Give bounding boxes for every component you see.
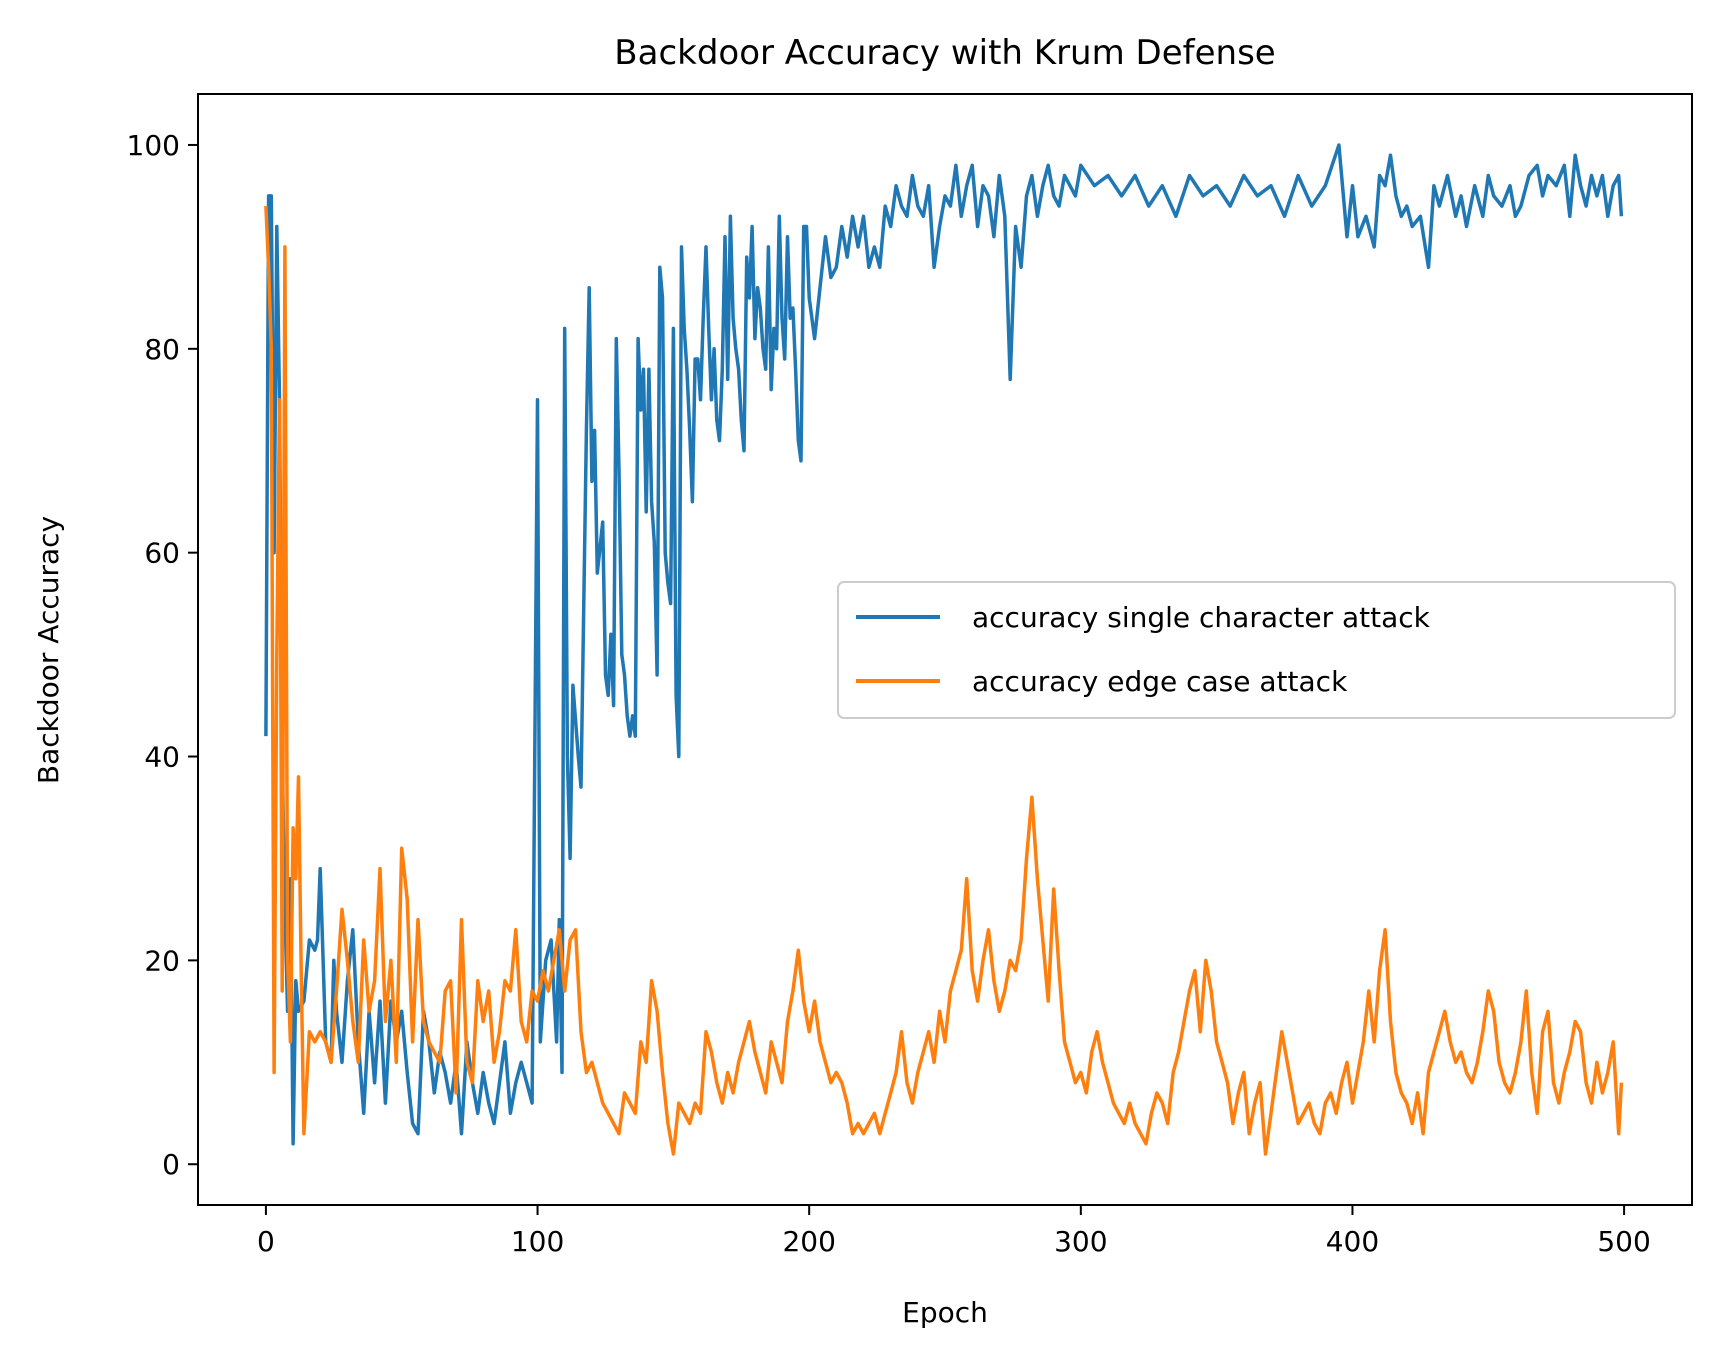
legend: accuracy single character attack accurac… bbox=[837, 581, 1676, 719]
series-line-single-character-attack bbox=[264, 143, 1624, 1146]
legend-label-single-character: accuracy single character attack bbox=[972, 601, 1431, 634]
y-tick-label: 60 bbox=[144, 537, 180, 570]
y-tick-label: 100 bbox=[127, 129, 180, 162]
x-tick-label: 400 bbox=[1326, 1225, 1379, 1258]
y-tick-label: 0 bbox=[162, 1148, 180, 1181]
y-axis-label: Backdoor Accuracy bbox=[32, 516, 65, 784]
y-tick-label: 80 bbox=[144, 333, 180, 366]
chart-title: Backdoor Accuracy with Krum Defense bbox=[614, 33, 1275, 73]
x-tick-label: 500 bbox=[1597, 1225, 1650, 1258]
plot-frame bbox=[197, 93, 1693, 1206]
series-layer bbox=[264, 143, 1624, 1156]
legend-label-edge-case: accuracy edge case attack bbox=[972, 665, 1348, 698]
series-line-edge-case-attack bbox=[264, 206, 1624, 1156]
x-tick-label: 100 bbox=[511, 1225, 564, 1258]
y-axis: 0 20 40 60 80 100 bbox=[127, 129, 198, 1181]
x-tick-label: 200 bbox=[782, 1225, 835, 1258]
x-tick-label: 300 bbox=[1054, 1225, 1107, 1258]
x-tick-label: 0 bbox=[257, 1225, 275, 1258]
y-tick-label: 40 bbox=[144, 741, 180, 774]
x-axis-label: Epoch bbox=[902, 1296, 988, 1329]
y-tick-label: 20 bbox=[144, 944, 180, 977]
legend-box bbox=[837, 581, 1676, 719]
x-axis: 0 100 200 300 400 500 bbox=[257, 1205, 1651, 1258]
